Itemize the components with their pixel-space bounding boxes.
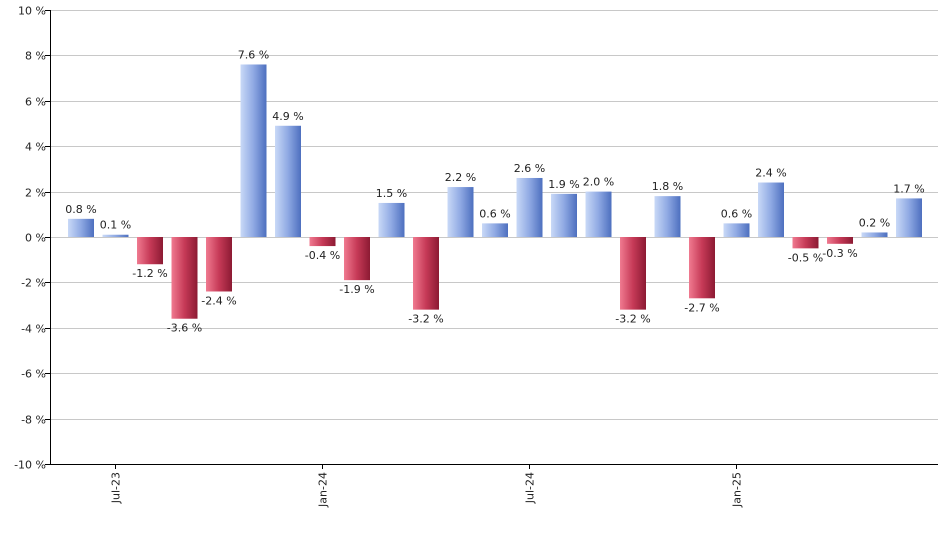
y-tick-label: 0 % (25, 232, 46, 245)
bar-negative (137, 237, 163, 265)
y-tick-label: 8 % (25, 50, 46, 63)
y-tick-label: 6 % (25, 96, 46, 109)
bar-positive (68, 218, 94, 237)
bar-value-label: 7.6 % (238, 48, 269, 61)
bar-positive (482, 223, 508, 237)
bar-value-label: -0.4 % (305, 249, 340, 262)
bar-value-label: 0.6 % (721, 207, 752, 220)
bar-value-label: 0.6 % (479, 207, 510, 220)
y-tick-label: -6 % (21, 368, 46, 381)
bar-value-label: -2.4 % (201, 294, 236, 307)
bar-negative (620, 237, 646, 310)
bar-value-label: 1.9 % (548, 178, 579, 191)
bar-value-label: 1.8 % (652, 180, 683, 193)
y-tick-label: -4 % (21, 323, 46, 336)
x-tick-label: Jul-23 (110, 472, 123, 504)
bar-positive (896, 198, 922, 237)
bar-positive (551, 193, 577, 237)
bar-value-label: 4.9 % (272, 110, 303, 123)
bar-positive (447, 187, 474, 237)
bar-positive (861, 232, 888, 237)
bar-value-label: 0.8 % (65, 203, 96, 216)
bar-negative (309, 237, 336, 247)
y-tick-label: -10 % (14, 459, 46, 472)
bar-positive (102, 234, 129, 237)
bar-value-label: -0.3 % (822, 247, 857, 260)
bar-positive (654, 196, 681, 237)
y-tick-label: 2 % (25, 187, 46, 200)
bar-positive (585, 191, 612, 237)
bar-positive (516, 177, 543, 237)
bar-value-label: 2.0 % (583, 176, 614, 189)
bar-positive (378, 202, 405, 237)
y-tick-label: -2 % (21, 277, 46, 290)
y-tick-label: -8 % (21, 414, 46, 427)
axes: 10 % 8 % 6 % 4 % 2 % 0 % -2 % -4 % -6 % -8 % -10 %… (14, 5, 938, 508)
bar-value-label: 1.5 % (376, 187, 407, 200)
x-tick-label: Jul-24 (524, 472, 537, 504)
bar-positive (723, 223, 750, 237)
data-labels: 0.8 % 0.1 % -1.2 % -3.6 % -2.4 % 7.6 % 4.9 % -0… (65, 48, 924, 334)
bar-negative (827, 237, 853, 244)
bar-value-label: 1.7 % (893, 182, 924, 195)
bar-value-label: -0.5 % (788, 251, 823, 264)
bar-value-label: 2.6 % (514, 162, 545, 175)
bar-value-label: 0.2 % (859, 216, 890, 229)
bar-negative (344, 237, 370, 281)
y-tick-label: 10 % (18, 5, 46, 18)
bar-value-label: -1.2 % (132, 267, 167, 280)
bar-value-label: -2.7 % (684, 301, 719, 314)
bar-value-label: -1.9 % (339, 283, 374, 296)
bar-positive (275, 125, 301, 237)
bars (68, 64, 922, 319)
bar-negative (792, 237, 819, 249)
y-tick-label: 4 % (25, 141, 46, 154)
bar-negative (206, 237, 232, 292)
bar-value-label: -3.6 % (167, 322, 202, 335)
bar-negative (689, 237, 715, 299)
bar-value-label: -3.2 % (615, 313, 650, 326)
bar-value-label: -3.2 % (408, 313, 443, 326)
bar-value-label: 0.1 % (100, 219, 131, 232)
x-tick-label: Jan-24 (317, 472, 330, 508)
x-tick-label: Jan-25 (731, 472, 744, 508)
bar-value-label: 2.2 % (445, 171, 476, 184)
bar-positive (240, 64, 267, 237)
bar-positive (758, 182, 784, 237)
bar-negative (171, 237, 198, 319)
bar-value-label: 2.4 % (755, 167, 786, 180)
bar-negative (413, 237, 439, 310)
